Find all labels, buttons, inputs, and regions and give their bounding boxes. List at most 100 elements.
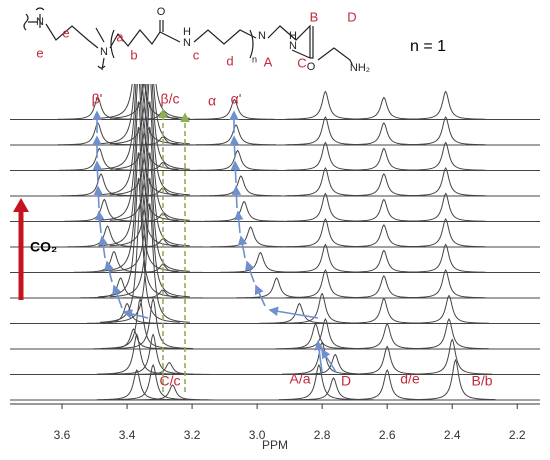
x-tick-label: 3.0 xyxy=(249,428,266,442)
peak xyxy=(109,126,190,247)
peak xyxy=(343,249,424,273)
peak xyxy=(113,363,194,401)
peak-label: β/c xyxy=(161,91,180,107)
arrow xyxy=(92,160,103,184)
note: n = 1 xyxy=(410,38,446,55)
peak xyxy=(122,263,203,273)
atom: NH₂ xyxy=(350,62,370,74)
peak xyxy=(98,84,179,170)
structure-label: C xyxy=(297,55,306,70)
arrow xyxy=(229,135,240,159)
peak xyxy=(96,333,177,375)
peak xyxy=(347,323,428,350)
peak-label: α' xyxy=(231,91,242,107)
peak xyxy=(259,302,340,324)
peak xyxy=(132,384,213,401)
x-tick-label: 2.2 xyxy=(509,428,526,442)
peak xyxy=(405,243,486,273)
arrow xyxy=(245,260,255,283)
arrow xyxy=(268,306,319,319)
peak xyxy=(98,101,179,221)
peak xyxy=(109,101,190,221)
arrow xyxy=(254,284,266,307)
peak xyxy=(195,124,277,146)
co2-indicator: CO₂ xyxy=(13,198,57,300)
arrow xyxy=(93,185,104,209)
peak xyxy=(415,358,496,401)
peak xyxy=(285,141,366,171)
x-axis-label: PPM xyxy=(262,438,288,452)
structure-label: e xyxy=(36,45,43,60)
arrow xyxy=(122,309,149,319)
peak xyxy=(408,294,490,324)
structure xyxy=(23,7,353,71)
peak xyxy=(194,98,275,120)
atom: N xyxy=(258,30,266,42)
peak-label: B/b xyxy=(471,373,492,389)
peak xyxy=(109,84,190,119)
peak xyxy=(98,177,179,298)
arrow xyxy=(321,348,337,373)
peak xyxy=(200,175,281,197)
peak xyxy=(98,126,179,247)
peak xyxy=(122,289,203,299)
atom: H xyxy=(289,30,297,42)
peak xyxy=(98,84,179,145)
peak xyxy=(109,84,190,196)
x-tick-label: 3.2 xyxy=(184,428,201,442)
atom: N xyxy=(183,37,191,49)
peak xyxy=(67,225,148,248)
x-tick-label: 2.6 xyxy=(379,428,396,442)
peak xyxy=(204,200,285,222)
peak xyxy=(87,302,168,324)
peak xyxy=(109,203,190,323)
arrow xyxy=(104,260,114,283)
atom: N xyxy=(36,16,44,28)
peak-label: d/e xyxy=(400,371,420,387)
peak xyxy=(405,167,486,197)
peak xyxy=(278,363,359,401)
peak-label: C/c xyxy=(160,373,181,389)
structure-label: A xyxy=(264,54,273,69)
peak xyxy=(285,269,366,299)
peak xyxy=(285,218,366,248)
peak xyxy=(197,149,278,171)
peak xyxy=(405,90,486,120)
arrow xyxy=(237,235,248,259)
x-tick-label: 2.8 xyxy=(314,428,331,442)
peak xyxy=(100,297,181,349)
x-tick-label: 2.4 xyxy=(444,428,461,442)
x-tick-label: 3.4 xyxy=(119,428,136,442)
peak xyxy=(343,147,424,171)
peak xyxy=(412,338,493,375)
peak xyxy=(343,96,424,120)
peak xyxy=(405,192,486,222)
peak xyxy=(343,224,424,248)
repeat-index: n xyxy=(252,54,257,64)
atom: N xyxy=(100,46,108,58)
peak xyxy=(405,116,486,146)
structure-label: e xyxy=(62,25,69,40)
arrow xyxy=(314,340,324,373)
structure-label: a xyxy=(116,29,124,44)
atom: O xyxy=(307,61,316,73)
arrow xyxy=(94,210,105,234)
bond xyxy=(23,7,353,71)
co2-label: CO₂ xyxy=(30,239,57,255)
peak xyxy=(343,297,424,324)
peak xyxy=(113,333,194,375)
peak-label: β' xyxy=(92,91,103,107)
peak xyxy=(98,84,179,196)
peak xyxy=(285,167,366,197)
atom: H xyxy=(183,26,191,38)
structure-label: B xyxy=(310,9,319,24)
bracket xyxy=(110,29,254,59)
peak xyxy=(113,297,194,349)
x-tick-label: 3.6 xyxy=(54,428,71,442)
shift-arrows xyxy=(92,108,337,392)
structure-label: D xyxy=(347,9,356,24)
peak xyxy=(109,84,190,170)
peak xyxy=(210,226,291,248)
peak xyxy=(343,198,424,222)
